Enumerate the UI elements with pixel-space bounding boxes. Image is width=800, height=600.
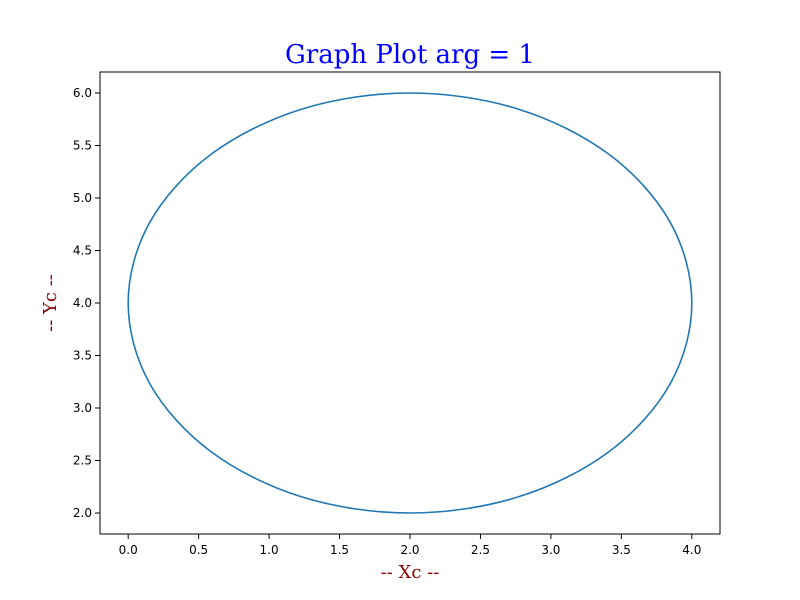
chart-title: Graph Plot arg = 1 (285, 40, 535, 70)
y-tick-label: 6.0 (73, 86, 92, 100)
y-tick-label: 3.5 (73, 349, 92, 363)
x-tick-label: 0.0 (119, 543, 138, 557)
x-tick-label: 1.0 (260, 543, 279, 557)
y-tick-label: 2.5 (73, 454, 92, 468)
x-tick-label: 4.0 (682, 543, 701, 557)
y-axis-label: -- Yc -- (40, 274, 61, 332)
plot-frame (99, 71, 721, 535)
ticks: 0.0 0.5 1.0 1.5 2.0 2.5 3.0 3.5 4.0 2.0 2.5 3.0 3.5 4… (73, 86, 701, 557)
x-tick-label: 3.5 (612, 543, 631, 557)
y-tick-label: 4.5 (73, 244, 92, 258)
x-axis-label: -- Xc -- (381, 562, 440, 583)
y-tick-label: 5.0 (73, 191, 92, 205)
y-tick-label: 5.5 (73, 139, 92, 153)
y-tick-label: 3.0 (73, 401, 92, 415)
y-tick-label: 4.0 (73, 296, 92, 310)
x-tick-label: 0.5 (189, 543, 208, 557)
x-tick-label: 2.5 (471, 543, 490, 557)
y-tick-label: 2.0 (73, 506, 92, 520)
series-line (127, 92, 693, 514)
x-tick-label: 3.0 (541, 543, 560, 557)
x-tick-label: 2.0 (400, 543, 419, 557)
x-tick-label: 1.5 (330, 543, 349, 557)
